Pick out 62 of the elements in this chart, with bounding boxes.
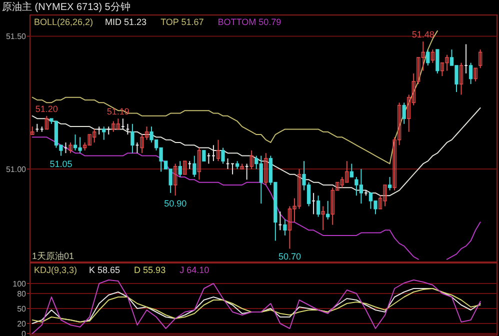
candlestick bbox=[174, 163, 178, 196]
candlestick bbox=[388, 176, 392, 191]
candlestick bbox=[464, 44, 468, 74]
candlestick bbox=[202, 150, 206, 162]
text: BOTTOM 50.79 bbox=[218, 17, 282, 27]
candlestick bbox=[350, 163, 354, 178]
candlestick bbox=[178, 160, 182, 178]
candlestick bbox=[478, 49, 482, 69]
candlestick bbox=[283, 219, 287, 236]
candlestick bbox=[130, 123, 134, 154]
candlestick bbox=[216, 139, 220, 162]
candlestick bbox=[468, 62, 473, 85]
text: MID 51.23 bbox=[105, 17, 147, 27]
series-label: K 58.65 bbox=[89, 265, 120, 275]
candlestick bbox=[183, 160, 187, 175]
candlestick bbox=[197, 147, 201, 180]
candlestick bbox=[430, 49, 434, 64]
candlestick bbox=[316, 195, 320, 218]
y-tick-label: 80 bbox=[17, 290, 27, 298]
series-label: J 64.10 bbox=[180, 265, 210, 275]
legend-title: KDJ(9,3,3) bbox=[34, 265, 78, 275]
candlestick bbox=[212, 144, 216, 162]
annotation: 51.19 bbox=[106, 106, 130, 117]
candlestick bbox=[244, 163, 249, 180]
y-tick-label: 100 bbox=[12, 280, 27, 288]
candlestick bbox=[426, 49, 430, 66]
legend-title: BOLL(26,26,2) bbox=[34, 17, 94, 27]
candlestick bbox=[126, 123, 130, 136]
candlestick bbox=[321, 206, 325, 231]
candlestick bbox=[206, 152, 211, 164]
text: D 55.93 bbox=[134, 265, 166, 275]
chart-title: 原油主 (NYMEX 6713) 5分钟 bbox=[2, 1, 130, 13]
candlestick bbox=[250, 150, 254, 170]
candlestick bbox=[226, 158, 230, 170]
candlestick bbox=[312, 192, 316, 215]
candlestick bbox=[192, 155, 196, 178]
annotation: 51.48 bbox=[412, 30, 434, 40]
text: TOP 51.67 bbox=[160, 17, 204, 27]
candlestick bbox=[135, 142, 140, 154]
line-series bbox=[32, 280, 481, 334]
annotation: 51.05 bbox=[50, 158, 72, 169]
y-tick-label: 51.00 bbox=[6, 165, 27, 174]
candlestick bbox=[68, 142, 72, 154]
candlestick bbox=[278, 211, 282, 231]
candlestick bbox=[221, 147, 225, 164]
y-tick-label: 51.50 bbox=[6, 32, 27, 42]
annotation: 1天原油01 bbox=[32, 251, 74, 261]
candlestick bbox=[402, 102, 406, 124]
candlestick bbox=[120, 118, 125, 130]
candlestick bbox=[44, 115, 49, 130]
candlestick bbox=[264, 152, 268, 186]
annotation: 51.20 bbox=[35, 104, 58, 114]
candlestick bbox=[459, 62, 464, 96]
candlestick bbox=[474, 68, 478, 82]
candlestick bbox=[102, 126, 106, 140]
annotation: 50.70 bbox=[278, 252, 301, 262]
candlestick bbox=[64, 142, 68, 154]
candlestick bbox=[436, 49, 440, 74]
y-tick-label: 50 bbox=[17, 304, 27, 314]
y-tick-label: 20 bbox=[17, 320, 27, 328]
annotation: 50.90 bbox=[164, 198, 187, 209]
candlestick bbox=[230, 163, 234, 175]
